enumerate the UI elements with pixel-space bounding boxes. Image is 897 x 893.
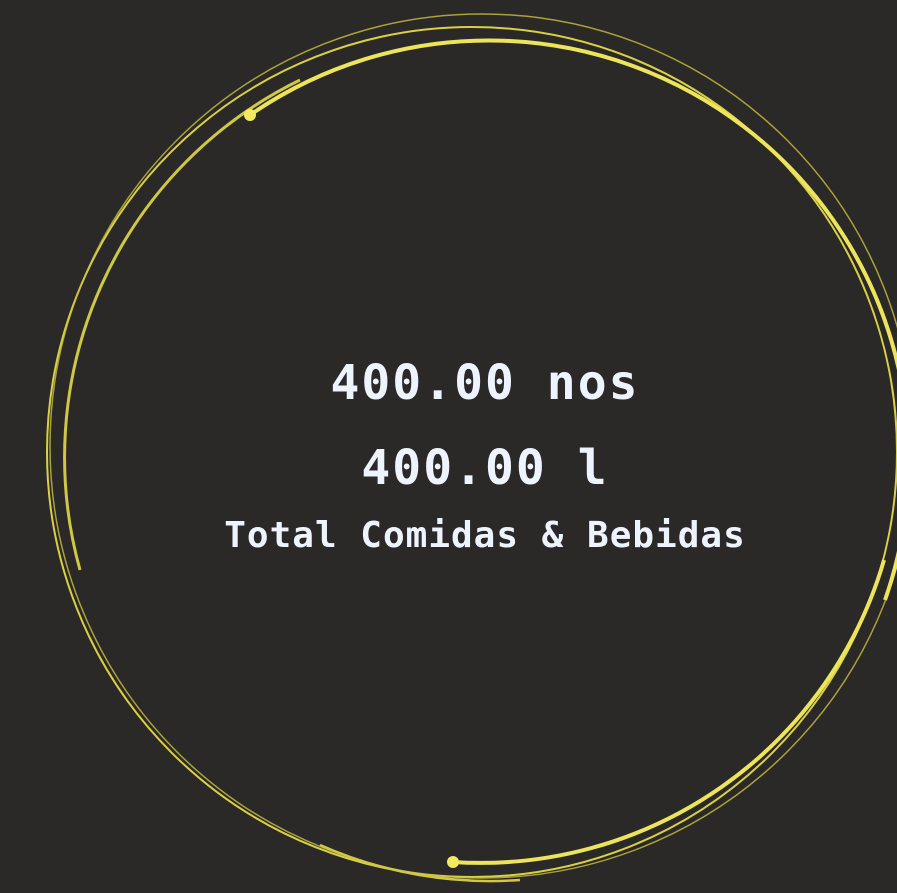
arc-dot <box>244 109 256 121</box>
arc <box>63 78 301 571</box>
arc <box>452 559 886 865</box>
arc-dot <box>447 856 459 868</box>
value-line: 400.00 l <box>361 440 609 496</box>
caption: Total Comidas & Bebidas <box>224 515 746 556</box>
ring <box>46 26 897 878</box>
arc <box>319 843 521 883</box>
arc <box>248 38 897 601</box>
value-line: 400.00 nos <box>330 355 640 411</box>
ring <box>49 13 897 879</box>
